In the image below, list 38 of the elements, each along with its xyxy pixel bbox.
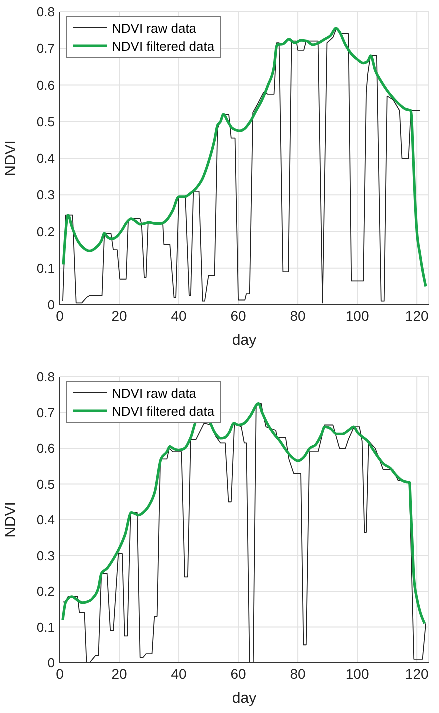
y-tick-label: 0.3 (36, 548, 55, 564)
legend-label: NDVI filtered data (112, 38, 215, 54)
y-tick-label: 0.6 (36, 78, 55, 93)
y-tick-label: 0.3 (36, 188, 55, 203)
y-axis-title: NDVI (2, 502, 20, 538)
y-tick-label: 0.7 (36, 41, 55, 56)
y-tick-label: 0.1 (36, 620, 55, 635)
y-tick-label: 0.8 (36, 370, 55, 385)
x-tick-label: 40 (171, 666, 188, 682)
legend-label: NDVI raw data (112, 386, 197, 400)
legend-label: NDVI raw data (112, 20, 197, 36)
x-tick-label: 20 (112, 666, 128, 682)
y-tick-label: 0.4 (36, 512, 55, 528)
y-tick-label: 0.1 (36, 260, 55, 276)
x-axis-title: day (232, 690, 258, 707)
y-tick-label: 0.4 (36, 151, 55, 166)
y-tick-label: 0.5 (36, 476, 55, 492)
x-tick-label: 80 (290, 666, 306, 682)
y-tick-label: 0 (48, 298, 55, 313)
y-tick-label: 0.5 (36, 114, 55, 130)
x-tick-label: 40 (171, 308, 188, 324)
legend-label: NDVI filtered data (112, 404, 215, 418)
y-tick-label: 0.2 (36, 224, 55, 240)
x-tick-label: 60 (230, 308, 247, 324)
y-tick-label: 0.6 (36, 441, 55, 456)
x-axis-title: day (232, 332, 258, 349)
y-axis-title: NDVI (2, 140, 20, 176)
x-tick-label: 100 (346, 308, 370, 324)
x-tick-label: 80 (290, 308, 306, 324)
y-tick-label: 0.7 (36, 405, 55, 420)
x-tick-label: 120 (405, 308, 429, 324)
y-tick-label: 0 (48, 656, 55, 671)
y-tick-label: 0.8 (36, 4, 55, 20)
x-tick-label: 20 (112, 308, 128, 324)
x-tick-label: 60 (230, 666, 247, 682)
y-tick-label: 0.2 (36, 584, 55, 600)
x-tick-label: 100 (346, 666, 370, 682)
x-tick-label: 120 (405, 666, 429, 682)
